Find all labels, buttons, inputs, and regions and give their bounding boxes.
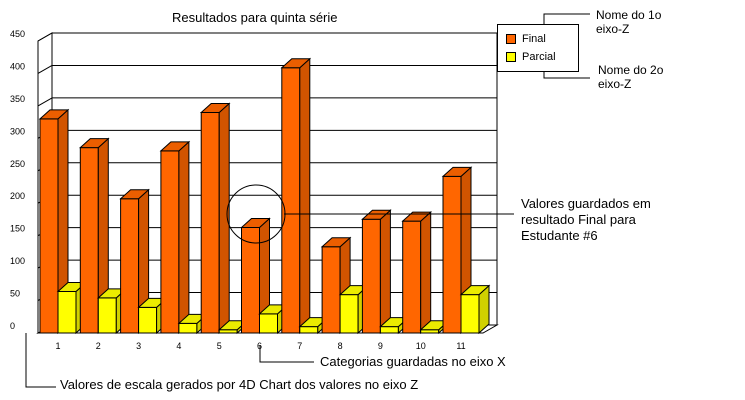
gridline-side bbox=[37, 97, 53, 107]
gridline-side bbox=[37, 65, 53, 74]
bar-final-4-top bbox=[159, 141, 191, 152]
y-tick-label: 50 bbox=[10, 289, 20, 299]
chart-title: Resultados para quinta série bbox=[172, 10, 338, 25]
y-tick-label: 250 bbox=[10, 159, 25, 169]
bar-parcial-11-top bbox=[459, 285, 491, 296]
annotation-z2-name: Nome do 2o eixo-Z bbox=[598, 63, 664, 91]
x-tick-label: 3 bbox=[136, 341, 141, 351]
bar-final-3 bbox=[119, 188, 150, 335]
bar-final-4-front bbox=[160, 150, 180, 334]
bar-final-5-front bbox=[200, 111, 220, 334]
bar-parcial-9-front bbox=[379, 326, 399, 334]
bar-parcial-11-front bbox=[460, 294, 480, 334]
y-tick-label: 450 bbox=[10, 29, 25, 39]
bar-final-11-top bbox=[441, 166, 473, 177]
legend-item-final: Final bbox=[506, 33, 546, 47]
bar-parcial-7-front bbox=[299, 326, 319, 334]
bar-final-10-side bbox=[420, 211, 432, 335]
annotation-categories-x: Categorias guardadas no eixo X bbox=[320, 354, 506, 369]
bar-final-9 bbox=[361, 209, 392, 335]
bar-final-1 bbox=[38, 108, 70, 335]
bar-final-4-side bbox=[178, 140, 190, 335]
bar-final-2-top bbox=[78, 138, 110, 149]
bar-final-3-front bbox=[120, 198, 140, 334]
y-tick-label: 350 bbox=[10, 94, 25, 104]
annotation-stored-values: Valores guardados em resultado Final par… bbox=[521, 196, 651, 243]
bar-final-9-front bbox=[361, 218, 381, 334]
annotation-scale-values: Valores de escala gerados por 4D Chart d… bbox=[60, 377, 419, 392]
annotation-z1-name: Nome do 1o eixo-Z bbox=[596, 8, 662, 36]
bar-final-5 bbox=[199, 102, 231, 335]
gridline-side bbox=[37, 32, 53, 42]
leader-categories bbox=[259, 345, 314, 363]
x-tick-label: 5 bbox=[217, 341, 222, 351]
bar-final-3-top bbox=[119, 189, 150, 200]
bar-final-10 bbox=[401, 211, 433, 335]
x-tick-label: 7 bbox=[297, 341, 302, 351]
chart-legend: Final Parcial bbox=[497, 24, 579, 72]
bar-final-7-top bbox=[280, 58, 312, 69]
bar-final-1-front bbox=[39, 118, 59, 334]
y-tick-label: 150 bbox=[10, 224, 25, 234]
y-tick-label: 200 bbox=[10, 191, 25, 201]
legend-label-parcial: Parcial bbox=[522, 51, 556, 63]
bar-final-7 bbox=[280, 57, 312, 335]
bar-parcial-11 bbox=[459, 284, 491, 335]
y-tick-label: 400 bbox=[10, 61, 25, 71]
bar-final-8-top bbox=[320, 237, 352, 248]
bar-parcial-8-front bbox=[339, 294, 359, 334]
bar-final-8-front bbox=[321, 246, 341, 334]
bar-final-10-front bbox=[402, 220, 422, 334]
legend-swatch-parcial bbox=[506, 52, 516, 63]
legend-swatch-final bbox=[506, 34, 516, 45]
x-tick-label: 1 bbox=[55, 341, 60, 351]
x-tick-label: 9 bbox=[378, 341, 383, 351]
bar-parcial-1-front bbox=[57, 290, 77, 334]
bar-final-4 bbox=[159, 140, 191, 335]
bar-final-9-top bbox=[361, 209, 392, 220]
bar-final-1-top bbox=[38, 109, 70, 120]
bar-final-9-side bbox=[379, 209, 391, 335]
y-tick-label: 100 bbox=[10, 256, 25, 266]
y-tick-label: 0 bbox=[10, 321, 15, 331]
bar-layer bbox=[38, 57, 491, 335]
x-tick-label: 8 bbox=[338, 341, 343, 351]
x-tick-label: 2 bbox=[96, 341, 101, 351]
bar-parcial-2-front bbox=[97, 297, 117, 334]
y-tick-label: 300 bbox=[10, 126, 25, 136]
bar-parcial-3-front bbox=[138, 306, 158, 334]
x-tick-label: 4 bbox=[176, 341, 181, 351]
leader-scale bbox=[25, 333, 56, 388]
bar-parcial-6-front bbox=[259, 313, 278, 334]
x-tick-label: 11 bbox=[456, 341, 465, 351]
bar-final-7-front bbox=[281, 67, 301, 334]
annotation-lines bbox=[25, 13, 590, 388]
bar-final-5-top bbox=[199, 102, 231, 113]
bar-final-7-side bbox=[299, 57, 311, 335]
legend-item-parcial: Parcial bbox=[506, 51, 556, 65]
bar-final-6-top bbox=[240, 218, 271, 229]
x-tick-label: 10 bbox=[416, 341, 426, 351]
highlight-circle bbox=[226, 184, 286, 244]
bar-final-2-front bbox=[79, 147, 99, 334]
legend-label-final: Final bbox=[522, 33, 546, 45]
bar-final-6 bbox=[240, 217, 271, 335]
bar-final-11-front bbox=[442, 175, 462, 334]
bar-final-2 bbox=[78, 137, 110, 335]
bar-parcial-4-front bbox=[178, 322, 198, 334]
